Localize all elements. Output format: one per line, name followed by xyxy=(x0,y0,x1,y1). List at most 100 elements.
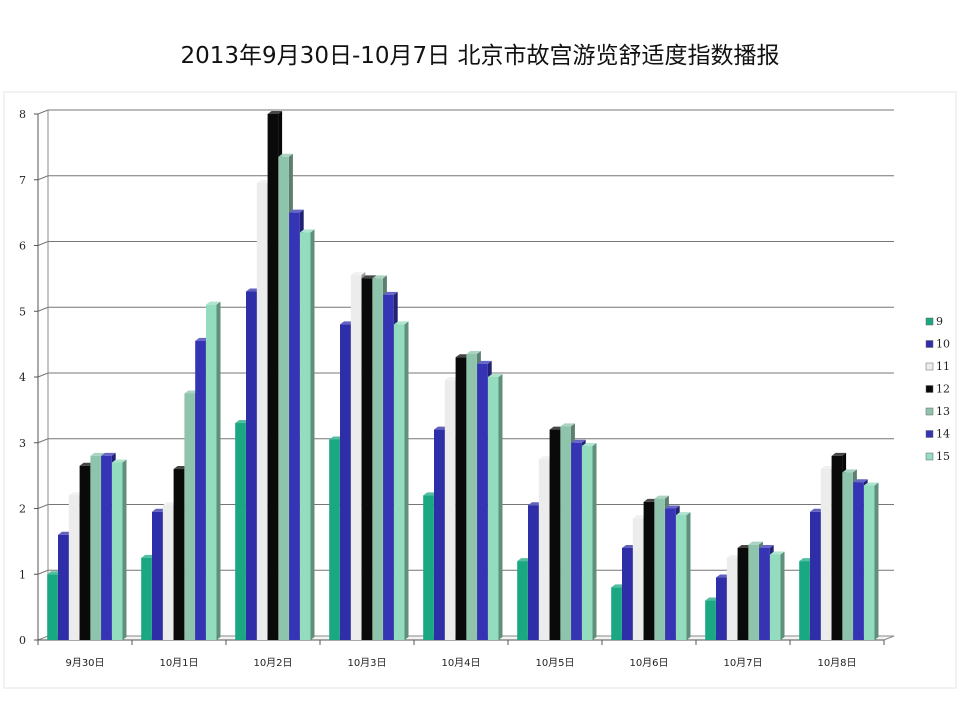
x-category-label: 10月2日 xyxy=(253,657,292,669)
bar-side xyxy=(874,482,879,640)
bar-front xyxy=(267,114,279,640)
bar-front xyxy=(372,278,383,640)
bars xyxy=(47,111,879,641)
legend-swatch xyxy=(925,407,934,416)
x-category-label: 10月1日 xyxy=(159,657,198,669)
bar-front xyxy=(716,577,727,640)
bar-front xyxy=(79,465,91,640)
legend-item: 11 xyxy=(925,360,950,373)
bar-top xyxy=(267,111,283,114)
bar-front xyxy=(58,534,69,640)
bar-front xyxy=(582,446,593,640)
chart-border xyxy=(3,91,957,689)
legend-swatch xyxy=(925,340,934,348)
legend-item: 14 xyxy=(925,428,950,441)
bar-front xyxy=(622,547,633,640)
bar-front xyxy=(256,183,268,640)
bar xyxy=(488,374,503,640)
bar-top xyxy=(748,541,763,545)
bar-front xyxy=(152,511,163,640)
bar-front xyxy=(665,508,676,640)
legend-label: 9 xyxy=(936,315,943,328)
legend-item: 12 xyxy=(925,383,950,396)
bar-front xyxy=(488,377,499,640)
bar-front xyxy=(842,472,853,640)
bar-front xyxy=(329,439,340,640)
x-category-label: 10月7日 xyxy=(723,657,762,669)
legend-swatch xyxy=(925,430,934,438)
x-category-labels: 9月30日 10月1日 10月2日 10月3日 10月4日 10月5日 10月6日 10月7日… xyxy=(65,657,856,669)
bar-front xyxy=(361,278,373,640)
bar-front xyxy=(383,294,394,640)
bar-front xyxy=(300,232,311,640)
bar-top xyxy=(112,459,127,463)
bar-side xyxy=(592,443,597,640)
bar-side xyxy=(216,301,221,640)
y-tick-label: 7 xyxy=(19,174,26,187)
legend-label: 10 xyxy=(936,338,950,351)
bar-front xyxy=(654,498,665,640)
legend-item: 10 xyxy=(925,338,950,351)
bar-front xyxy=(820,469,832,640)
bar xyxy=(864,482,879,640)
legend-label: 13 xyxy=(936,405,950,418)
bar-front xyxy=(141,557,152,640)
bar-front xyxy=(455,357,467,640)
bar-top xyxy=(289,209,304,213)
bar-front xyxy=(184,393,195,640)
bar-front xyxy=(726,557,738,640)
legend-item: 15 xyxy=(925,450,950,463)
bar-front xyxy=(289,212,300,640)
bar-top xyxy=(350,272,366,276)
plot-frame xyxy=(3,91,957,689)
x-category-label: 10月3日 xyxy=(347,657,386,669)
bar-top xyxy=(842,469,857,473)
legend-swatch xyxy=(925,385,934,393)
y-tick-label: 6 xyxy=(19,240,26,253)
bar-front xyxy=(770,554,781,640)
bar xyxy=(300,229,315,640)
bar-top xyxy=(394,321,409,325)
bar-side xyxy=(780,551,785,640)
bar-front xyxy=(173,469,185,640)
legend-item: 9 xyxy=(925,315,943,328)
bar-front xyxy=(112,462,123,640)
bar xyxy=(394,321,409,640)
legend-swatch xyxy=(925,317,934,326)
bar-front xyxy=(278,156,289,641)
bar-front xyxy=(538,459,550,640)
y-tick-label: 2 xyxy=(19,503,26,516)
bar-top xyxy=(477,360,492,364)
legend-item: 13 xyxy=(925,405,950,418)
y-tick-label: 1 xyxy=(19,568,26,581)
x-category-label: 10月6日 xyxy=(629,657,668,669)
bar-front xyxy=(340,324,351,640)
bar-front xyxy=(466,353,477,640)
legend-swatch xyxy=(925,452,934,461)
bar-front xyxy=(528,505,539,640)
y-tick-labels: 0 1 2 3 4 5 6 7 8 xyxy=(19,108,26,647)
gridline-depth xyxy=(37,241,49,246)
bar-top xyxy=(582,443,597,447)
bar-front xyxy=(444,380,456,640)
bar-front xyxy=(632,518,644,640)
legend-swatch xyxy=(925,362,934,371)
bar-top xyxy=(864,482,879,486)
bar xyxy=(112,459,127,640)
bar-front xyxy=(434,429,445,640)
bar-top xyxy=(300,229,315,233)
bar-top xyxy=(676,512,691,516)
bar-front xyxy=(101,455,112,640)
bar-front xyxy=(246,291,257,640)
bar-front xyxy=(737,547,749,640)
legend-label: 15 xyxy=(936,450,950,463)
bar-side xyxy=(686,512,691,640)
bar-front xyxy=(853,482,864,640)
bar-front xyxy=(810,511,821,640)
x-category-label: 10月8日 xyxy=(817,657,856,669)
legend-label: 14 xyxy=(936,428,950,441)
bar-top xyxy=(853,479,868,483)
bar-front xyxy=(864,485,875,640)
bar-side xyxy=(122,459,127,640)
